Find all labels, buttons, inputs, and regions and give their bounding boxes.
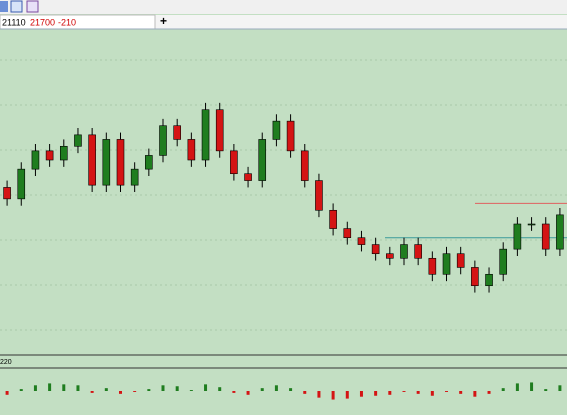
- candle-body: [485, 273, 493, 287]
- info-field: 21110: [2, 17, 26, 27]
- candle-body: [173, 125, 181, 140]
- candle-body: [527, 223, 536, 226]
- candle-body: [215, 109, 224, 152]
- candle-body: [31, 150, 40, 170]
- candle-body: [471, 267, 479, 287]
- candle-body: [201, 109, 210, 161]
- tool-icon[interactable]: [10, 0, 23, 13]
- candle-body: [428, 257, 437, 275]
- candle-body: [371, 244, 380, 255]
- candle-body: [88, 134, 96, 186]
- candle-body: [343, 228, 352, 239]
- crosshair-icon[interactable]: +: [160, 14, 167, 28]
- candle-body: [513, 223, 522, 250]
- candle-body: [74, 134, 82, 147]
- tool-icon[interactable]: [26, 0, 39, 13]
- candle-body: [159, 125, 167, 156]
- indicator-label: 220: [0, 359, 12, 366]
- candle-body: [3, 187, 11, 200]
- candle-body: [414, 244, 422, 259]
- candle-body: [456, 253, 465, 268]
- info-field: -210: [58, 17, 76, 27]
- candle-body: [499, 248, 508, 275]
- candle-body: [102, 139, 111, 186]
- candle-body: [187, 139, 196, 161]
- candle-body: [556, 214, 564, 250]
- candle-body: [130, 168, 139, 186]
- candle-body: [59, 145, 68, 161]
- candle-body: [442, 253, 451, 275]
- candle-body: [45, 150, 54, 161]
- candle-body: [17, 168, 26, 200]
- candle-body: [116, 139, 125, 186]
- candle-body: [145, 155, 153, 170]
- candle-body: [272, 120, 281, 140]
- candle-body: [315, 180, 323, 211]
- candle-body: [541, 223, 550, 250]
- candle-body: [258, 139, 267, 181]
- candle-body: [329, 209, 337, 229]
- toolbar: [0, 0, 567, 14]
- candle-body: [357, 237, 366, 245]
- tool-icon[interactable]: [0, 1, 8, 12]
- candle-body: [386, 253, 394, 259]
- candle-body: [300, 150, 309, 181]
- candle-body: [400, 244, 408, 259]
- info-field: 21700: [30, 17, 55, 27]
- candle-body: [286, 120, 295, 152]
- candle-body: [230, 150, 238, 175]
- candle-body: [244, 173, 252, 181]
